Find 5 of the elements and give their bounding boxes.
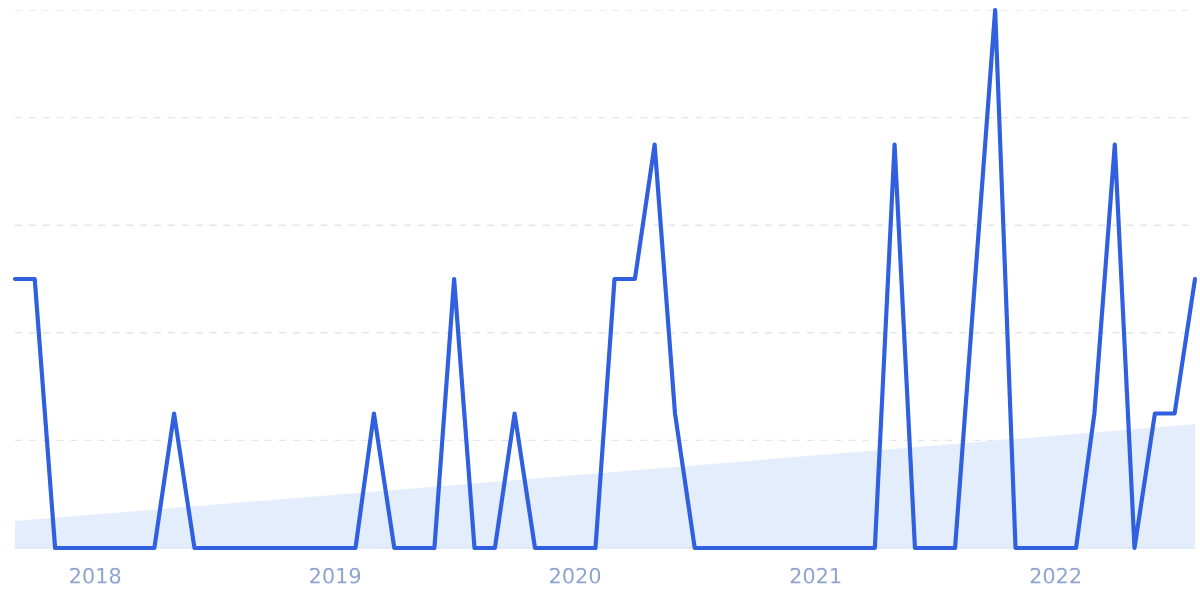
x-tick-label: 2018	[70, 567, 121, 584]
x-tick-label: 2021	[790, 567, 841, 584]
x-tick-label: 2020	[550, 567, 601, 584]
x-tick-label: 2022	[1030, 567, 1081, 584]
x-tick-label: 2019	[310, 567, 361, 584]
